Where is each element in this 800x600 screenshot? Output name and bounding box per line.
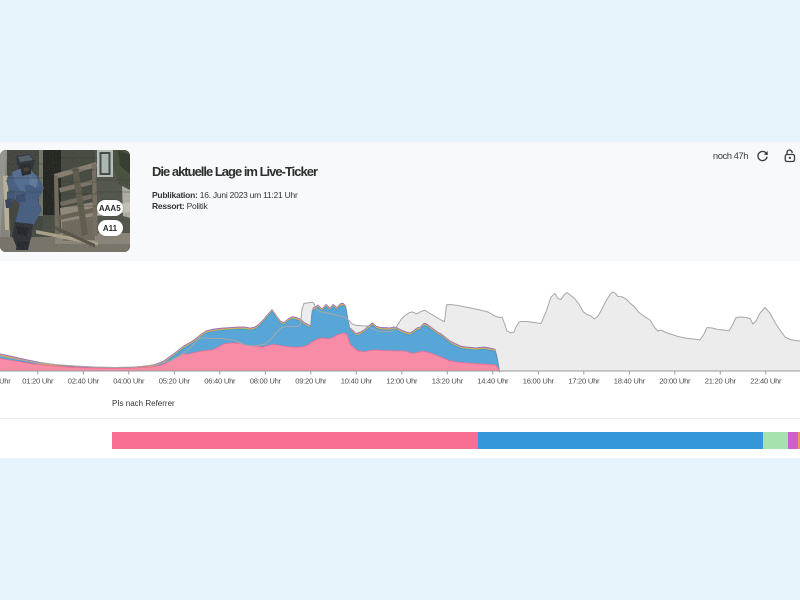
svg-text:13:20 Uhr: 13:20 Uhr [432, 377, 464, 386]
svg-text:05:20 Uhr: 05:20 Uhr [159, 377, 191, 386]
svg-text:04:00 Uhr: 04:00 Uhr [113, 377, 145, 386]
svg-text:16:00 Uhr: 16:00 Uhr [523, 377, 555, 386]
svg-text:06:40 Uhr: 06:40 Uhr [204, 377, 236, 386]
svg-text:12:00 Uhr: 12:00 Uhr [386, 377, 418, 386]
svg-text:22:40 Uhr: 22:40 Uhr [750, 377, 782, 386]
svg-text:10:40 Uhr: 10:40 Uhr [341, 377, 373, 386]
svg-text:14:40 Uhr: 14:40 Uhr [477, 377, 509, 386]
svg-text:21:20 Uhr: 21:20 Uhr [705, 377, 737, 386]
svg-text:17:20 Uhr: 17:20 Uhr [568, 377, 600, 386]
svg-text:08:00 Uhr: 08:00 Uhr [250, 377, 282, 386]
svg-text:02:40 Uhr: 02:40 Uhr [68, 377, 100, 386]
svg-text:20:00 Uhr: 20:00 Uhr [659, 377, 691, 386]
svg-text:01:20 Uhr: 01:20 Uhr [22, 377, 54, 386]
svg-text:18:40 Uhr: 18:40 Uhr [614, 377, 646, 386]
svg-text:09:20 Uhr: 09:20 Uhr [295, 377, 327, 386]
svg-text:00:00 Uhr: 00:00 Uhr [0, 377, 11, 386]
